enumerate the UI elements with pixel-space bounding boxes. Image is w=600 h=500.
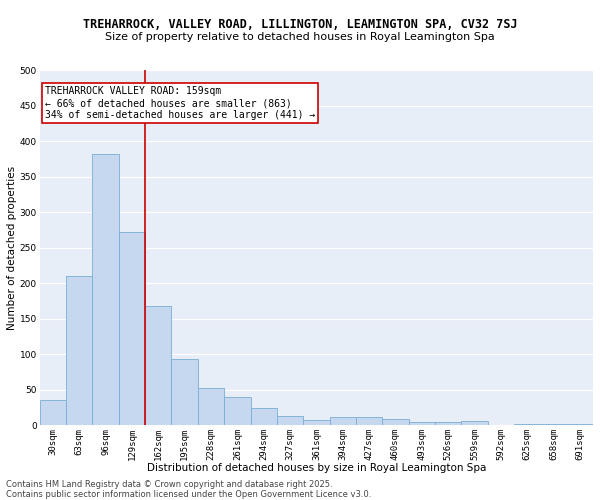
Text: TREHARROCK VALLEY ROAD: 159sqm
← 66% of detached houses are smaller (863)
34% of: TREHARROCK VALLEY ROAD: 159sqm ← 66% of … [45, 86, 316, 120]
Text: TREHARROCK, VALLEY ROAD, LILLINGTON, LEAMINGTON SPA, CV32 7SJ: TREHARROCK, VALLEY ROAD, LILLINGTON, LEA… [83, 18, 517, 30]
Bar [541, 424, 567, 425]
Bar [461, 421, 488, 425]
Bar [92, 154, 119, 425]
Bar [488, 424, 514, 425]
Bar [514, 424, 541, 425]
Bar [435, 422, 461, 425]
Bar [145, 306, 172, 425]
X-axis label: Distribution of detached houses by size in Royal Leamington Spa: Distribution of detached houses by size … [147, 463, 486, 473]
Bar [277, 416, 303, 425]
Bar [224, 397, 251, 425]
Text: Contains HM Land Registry data © Crown copyright and database right 2025.
Contai: Contains HM Land Registry data © Crown c… [6, 480, 371, 499]
Bar [567, 424, 593, 425]
Bar [356, 418, 382, 425]
Bar [198, 388, 224, 425]
Bar [303, 420, 329, 425]
Bar [409, 422, 435, 425]
Bar [172, 360, 198, 425]
Bar [40, 400, 66, 425]
Y-axis label: Number of detached properties: Number of detached properties [7, 166, 17, 330]
Bar [66, 276, 92, 425]
Text: Size of property relative to detached houses in Royal Leamington Spa: Size of property relative to detached ho… [105, 32, 495, 42]
Bar [382, 419, 409, 425]
Bar [119, 232, 145, 425]
Bar [329, 418, 356, 425]
Bar [251, 408, 277, 425]
